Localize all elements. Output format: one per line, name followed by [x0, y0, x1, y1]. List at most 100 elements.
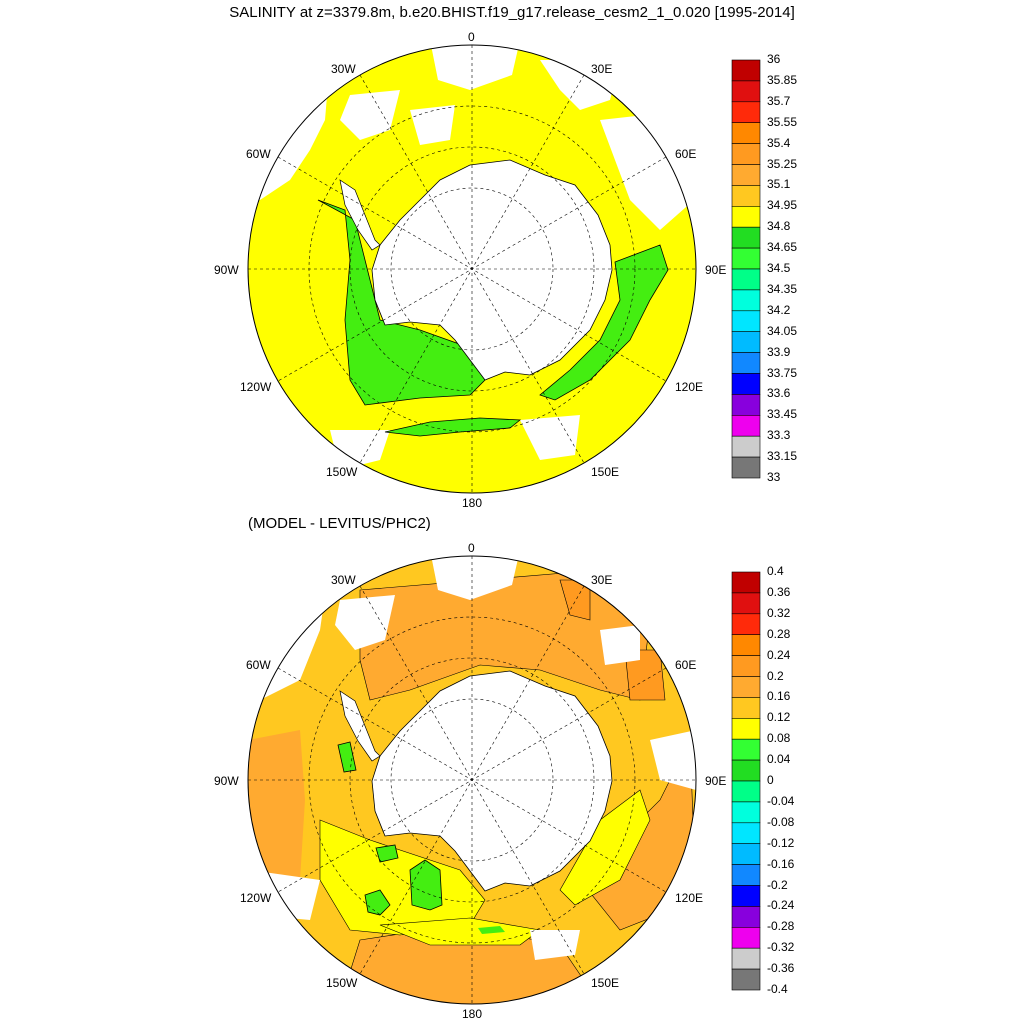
colorbar_top-swatch-2 [731, 101, 761, 124]
bottom-lon-label-90e: 90E [705, 774, 727, 788]
colorbar_top-swatch-15 [731, 373, 761, 395]
colorbar_top-tick-label: 35.55 [767, 114, 798, 129]
colorbar_top-tick-label: 33.15 [767, 449, 798, 464]
bottom-lon-label-150e: 150E [591, 976, 620, 990]
colorbar_bottom-swatch-19 [731, 968, 761, 991]
colorbar_bottom-swatch-9 [731, 759, 761, 782]
colorbar_bottom-swatch-7 [731, 717, 761, 740]
colorbar_bottom-tick-label: -0.4 [767, 982, 788, 996]
top-lon-label-60e: 60E [675, 147, 697, 161]
colorbar_bottom-swatch-1 [731, 592, 761, 615]
colorbar_top-tick-label: 33.9 [767, 344, 791, 359]
colorbar_bottom-swatch-14 [731, 864, 761, 886]
colorbar_top-swatch-12 [731, 310, 761, 332]
bottom-lon-label-30w: 30W [331, 573, 356, 587]
colorbar_bottom-swatch-0 [731, 571, 761, 594]
colorbar_bottom-swatch-6 [731, 697, 761, 719]
colorbar_top-tick-label: 35.25 [767, 156, 798, 171]
colorbar_top-swatch-0 [731, 59, 761, 82]
colorbar_bottom-tick-label: 0.32 [767, 605, 791, 620]
top-lon-label-120e: 120E [675, 380, 704, 394]
colorbar_top-swatch-19 [731, 456, 761, 479]
stronger-positive-patch [624, 649, 666, 701]
colorbar_top-tick-label: 34.2 [767, 302, 791, 317]
colorbar_top-tick-label: 34.35 [767, 281, 798, 296]
colorbar_top-tick-label: 33.6 [767, 386, 791, 401]
green-negative-patch [364, 889, 391, 916]
bottom-lon-label-120w: 120W [240, 891, 272, 905]
colorbar_bottom-swatch-12 [731, 822, 761, 844]
colorbar_top-tick-label: 35.1 [767, 177, 791, 192]
colorbar_bottom-swatch-10 [731, 780, 761, 803]
weddell-shelf-green [317, 199, 486, 406]
colorbar_top-tick-label: 36 [767, 52, 781, 66]
colorbar_bottom-swatch-5 [731, 676, 761, 698]
colorbar_bottom-tick-label: 0.16 [767, 689, 791, 704]
east-shelf-green [539, 244, 669, 401]
bottom-graticule [248, 556, 696, 1004]
colorbar_bottom-swatch-18 [731, 947, 761, 970]
colorbar_top-swatch-18 [731, 435, 761, 458]
colorbar_top-swatch-14 [731, 352, 761, 374]
bottom-lon-label-60w: 60W [246, 658, 271, 672]
colorbar_bottom-tick-label: 0.04 [767, 752, 791, 767]
colorbar_top-tick-label: 35.85 [767, 72, 798, 87]
bottom-difference-map [247, 555, 697, 1005]
west-orange-region [248, 730, 305, 890]
green-negative-patch [337, 741, 357, 773]
green-negative-patch [478, 926, 505, 934]
colorbar_top-tick-label: 33.45 [767, 407, 798, 422]
top-lon-label-150e: 150E [591, 465, 620, 479]
colorbar_bottom-swatch-3 [731, 634, 761, 656]
colorbar_top-tick-label: 35.4 [767, 135, 791, 150]
bottom-lon-label-120e: 120E [675, 891, 704, 905]
colorbar_top-swatch-5 [731, 164, 761, 186]
colorbar_top-swatch-4 [731, 143, 761, 165]
colorbar_bottom-tick-label: 0.08 [767, 731, 791, 746]
green-negative-patch [375, 844, 399, 863]
bottom-nodata-patch [530, 930, 580, 960]
colorbar_top-tick-label: 33.75 [767, 365, 798, 380]
colorbar_bottom-tick-label: 0.24 [767, 647, 791, 662]
colorbar_bottom-swatch-11 [731, 801, 761, 824]
colorbar_top-swatch-6 [731, 185, 761, 207]
top-nodata-patch [340, 90, 400, 140]
bottom-nodata-patch [430, 556, 520, 600]
colorbar_bottom-swatch-16 [731, 906, 761, 928]
colorbar_top-tick-label: 34.65 [767, 240, 798, 255]
colorbar_bottom-tick-label: 0.28 [767, 626, 791, 641]
bottom-lon-label-90w: 90W [214, 774, 239, 788]
top-salinity-map [247, 44, 697, 494]
colorbar_bottom-swatch-15 [731, 885, 761, 907]
top-nodata-patch [520, 415, 580, 460]
top-lon-label-30e: 30E [591, 62, 613, 76]
map-title: SALINITY at z=3379.8m, b.e20.BHIST.f19_g… [229, 4, 795, 21]
bottom-lon-label-150w: 150W [326, 976, 358, 990]
yellow-region [379, 917, 541, 946]
antarctic-peninsula [339, 179, 381, 251]
colorbar_top-tick-label: 35.7 [767, 93, 791, 108]
colorbar_bottom-tick-label: -0.04 [767, 793, 795, 808]
ross-sea-green [384, 417, 522, 437]
colorbar_top-tick-label: 34.8 [767, 219, 791, 234]
top-nodata-patch [410, 105, 455, 145]
top-graticule [248, 45, 696, 493]
top-lon-label-90w: 90W [214, 263, 239, 277]
colorbar_bottom-tick-label: -0.28 [767, 919, 795, 934]
colorbar_bottom-tick-label: 0.4 [767, 564, 784, 578]
colorbar_top-tick-label: 33.3 [767, 428, 791, 443]
colorbar_bottom-swatch-2 [731, 613, 761, 635]
colorbar_top-swatch-3 [731, 122, 761, 144]
colorbar_bottom-tick-label: -0.32 [767, 940, 795, 955]
top-lon-label-30w: 30W [331, 62, 356, 76]
colorbar_top-swatch-16 [731, 394, 761, 416]
colorbar_bottom-tick-label: -0.2 [767, 877, 788, 892]
colorbar_top-tick-label: 34.05 [767, 323, 798, 338]
yellow-region [559, 789, 651, 906]
colorbar_bottom-tick-label: 0.12 [767, 710, 791, 725]
green-negative-patch [409, 859, 443, 911]
bottom-nodata-patch [650, 730, 696, 790]
top-lon-label-120w: 120W [240, 380, 272, 394]
colorbar_top-tick-label: 34.5 [767, 261, 791, 275]
